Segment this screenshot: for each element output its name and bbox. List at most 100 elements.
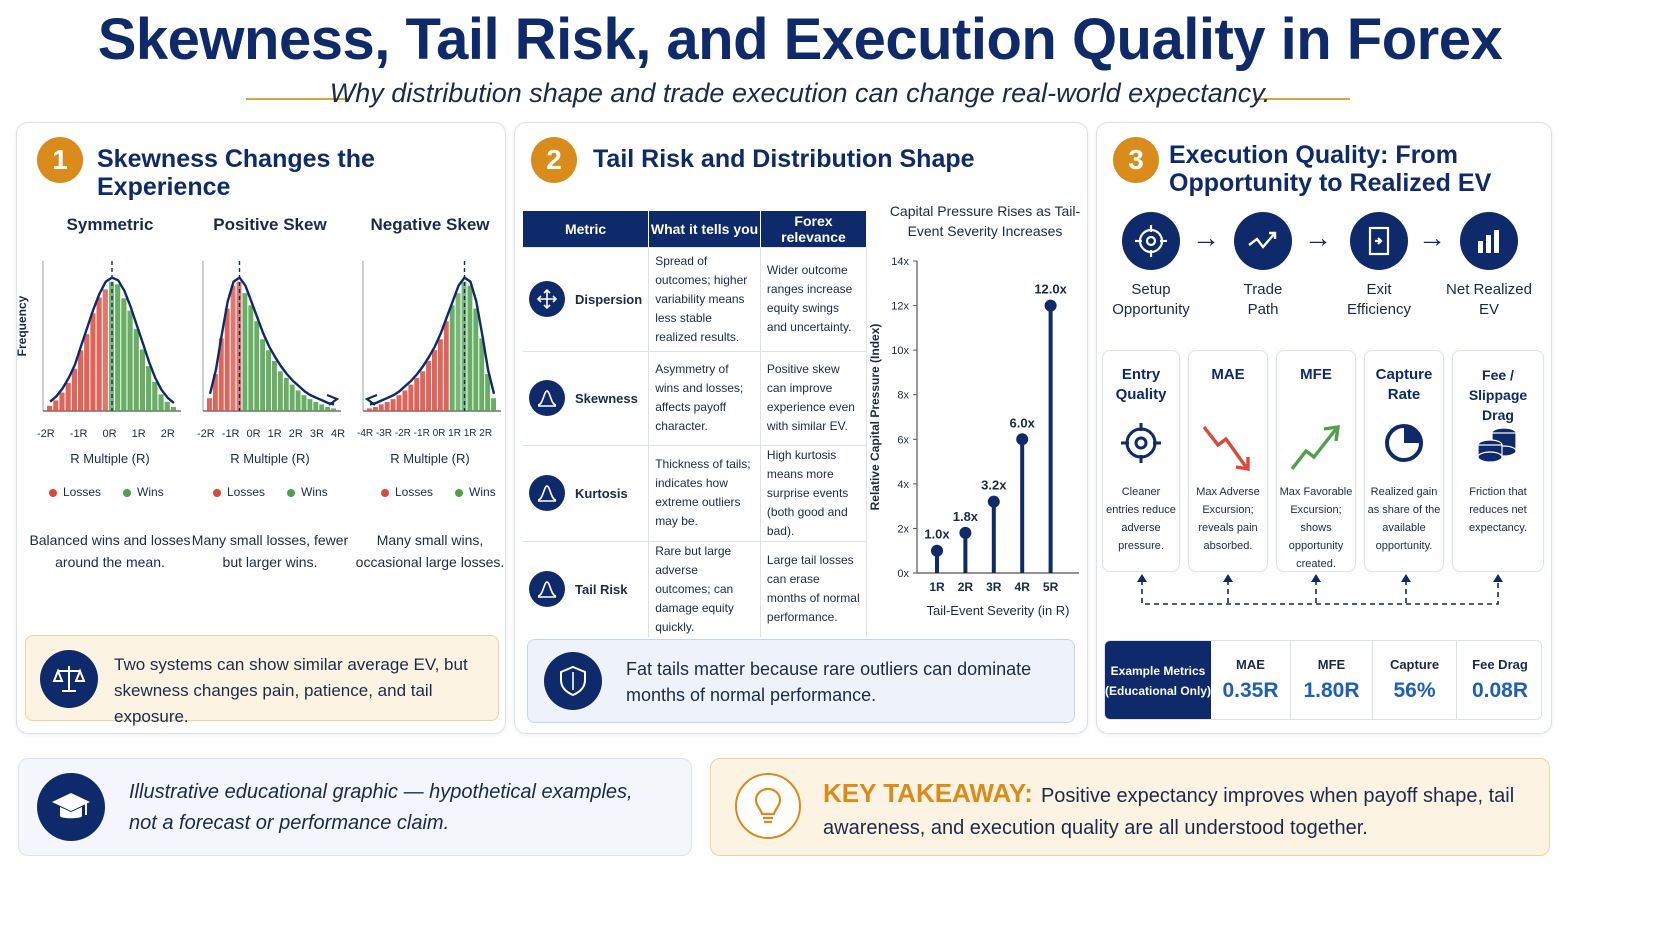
tail-risk-callout-text: Fat tails matter because rare outliers c… bbox=[626, 659, 1032, 705]
win-bar bbox=[307, 399, 313, 411]
metrics-header: Example Metrics (Educational Only) bbox=[1105, 641, 1211, 719]
win-bar bbox=[491, 398, 496, 411]
loss-bar bbox=[84, 334, 90, 411]
win-bar bbox=[313, 402, 319, 411]
lightbulb-icon bbox=[735, 773, 801, 839]
graduation-cap-icon bbox=[37, 773, 105, 841]
takeaway-label: KEY TAKEAWAY: bbox=[823, 778, 1033, 808]
flow-label-trade: Trade Path bbox=[1243, 281, 1283, 318]
card-mfe: MFE Max Favorable Excursion; shows oppor… bbox=[1276, 350, 1356, 572]
loss-bar bbox=[212, 374, 218, 411]
win-bar bbox=[152, 381, 158, 411]
card-entry-quality: Entry Quality Cleaner entries reduce adv… bbox=[1102, 350, 1180, 572]
win-bar bbox=[158, 394, 164, 411]
loss-bar bbox=[367, 408, 372, 411]
loss-bar bbox=[224, 308, 230, 411]
y-tick-label: 14x bbox=[891, 256, 909, 268]
win-bar bbox=[301, 395, 307, 411]
pie-icon bbox=[1365, 421, 1443, 465]
tail-pressure-chart: 0x 2x 4x 6x 8x 10x 12x 14x 1.0x 1R 1.8x 2R 3.2x 3R 6.0… bbox=[868, 256, 1079, 618]
crosshair-icon bbox=[1122, 212, 1180, 270]
loss-bar bbox=[408, 384, 414, 411]
metric-fee-drag: Fee Drag 0.08R bbox=[1471, 657, 1529, 702]
win-bar bbox=[467, 285, 473, 411]
skewness-panel-title: Skewness Changes the Experience bbox=[97, 145, 375, 201]
negative-skew-legend: Losses Wins bbox=[381, 485, 496, 499]
y-tick-label: 4x bbox=[897, 479, 909, 491]
win-bar bbox=[139, 349, 146, 411]
positive-skew-ticks: -2R -1R 0R 1R 2R 3R 4R bbox=[197, 428, 346, 440]
skewness-callout-text: Two systems can show similar average EV,… bbox=[114, 655, 468, 726]
symmetric-xlabel: R Multiple (R) bbox=[70, 451, 150, 466]
bar-chart-icon bbox=[1460, 212, 1518, 270]
loss-bar bbox=[396, 395, 402, 411]
negative-skew-caption: Many small wins, occasional large losses… bbox=[355, 532, 505, 570]
positive-skew-legend: Losses Wins bbox=[213, 485, 328, 499]
positive-skew-title: Positive Skew bbox=[213, 215, 327, 234]
loss-bar bbox=[77, 350, 84, 411]
win-bar bbox=[254, 321, 260, 411]
step-number-2: 2 bbox=[531, 137, 577, 183]
subtitle-rule-left bbox=[246, 98, 350, 100]
win-bar bbox=[266, 350, 271, 411]
step-number-3: 3 bbox=[1113, 137, 1159, 183]
loss-bar bbox=[96, 297, 102, 411]
loss-bar bbox=[420, 371, 426, 411]
down-trend-icon bbox=[1189, 421, 1267, 477]
y-tick-label: 12x bbox=[891, 301, 909, 313]
loss-bar bbox=[443, 321, 449, 411]
loss-bar bbox=[230, 285, 236, 411]
symmetric-legend: Losses Wins bbox=[49, 485, 164, 499]
symmetric-ticks: -2R -1R 0R 1R 2R bbox=[37, 428, 175, 440]
metric-mfe: MFE 1.80R bbox=[1291, 641, 1373, 719]
tail-risk-panel: 2 Tail Risk and Distribution Shape Metri… bbox=[514, 122, 1088, 734]
win-bar bbox=[325, 407, 331, 411]
y-axis-label: Relative Capital Pressure (Index) bbox=[868, 324, 882, 511]
scales-icon bbox=[40, 650, 98, 708]
y-tick-label: 0x bbox=[897, 568, 909, 580]
win-bar bbox=[248, 305, 254, 411]
bell-curve-icon bbox=[529, 475, 565, 511]
win-bar bbox=[121, 298, 127, 411]
x-tick-label: 1R bbox=[929, 580, 945, 594]
bell-curve-icon bbox=[529, 380, 565, 416]
flow-arrow-2: → bbox=[1304, 222, 1332, 253]
loss-bar bbox=[372, 407, 378, 411]
up-trend-icon bbox=[1277, 421, 1355, 477]
x-axis-label: Tail-Event Severity (in R) bbox=[926, 603, 1069, 618]
data-label: 6.0x bbox=[1010, 415, 1036, 430]
coins-icon bbox=[1453, 421, 1543, 465]
card-capture-rate: Capture Rate Realized gain as share of t… bbox=[1364, 350, 1444, 572]
x-tick-label: 3R bbox=[986, 580, 1002, 594]
negative-skew-title: Negative Skew bbox=[370, 215, 490, 234]
win-bar bbox=[260, 339, 266, 411]
win-bar bbox=[164, 401, 170, 411]
data-label: 12.0x bbox=[1034, 282, 1067, 297]
win-bar bbox=[295, 390, 301, 411]
data-label: 1.8x bbox=[953, 509, 979, 524]
distribution-curve bbox=[208, 276, 335, 406]
loss-bar bbox=[90, 313, 96, 411]
exit-door-icon bbox=[1350, 212, 1408, 270]
win-bar bbox=[455, 293, 461, 411]
disclaimer-box: Illustrative educational graphic — hypot… bbox=[18, 758, 692, 856]
loss-bar bbox=[384, 402, 390, 411]
loss-bar bbox=[432, 350, 437, 411]
positive-skew-caption: Many small losses, fewer but larger wins… bbox=[191, 532, 349, 570]
flow-arrow-1: → bbox=[1192, 222, 1220, 253]
win-bar bbox=[146, 366, 152, 411]
lollipop-head bbox=[1016, 433, 1029, 446]
disclaimer-text: Illustrative educational graphic — hypot… bbox=[129, 781, 633, 834]
tail-risk-callout: Fat tails matter because rare outliers c… bbox=[527, 639, 1075, 723]
card-fee-slippage: Fee / Slippage Drag Friction that reduce… bbox=[1452, 350, 1544, 572]
flow-label-setup: Setup Opportunity bbox=[1112, 281, 1190, 318]
x-tick-label: 2R bbox=[958, 580, 974, 594]
win-bar bbox=[272, 360, 277, 411]
loss-bar bbox=[426, 360, 431, 411]
key-takeaway-box: KEY TAKEAWAY: Positive expectancy improve… bbox=[710, 758, 1550, 856]
bell-curve-icon bbox=[529, 571, 565, 607]
symmetric-title: Symmetric bbox=[66, 215, 154, 234]
loss-bar bbox=[53, 400, 59, 411]
data-label: 1.0x bbox=[924, 527, 950, 542]
feedback-connector bbox=[1137, 574, 1503, 605]
